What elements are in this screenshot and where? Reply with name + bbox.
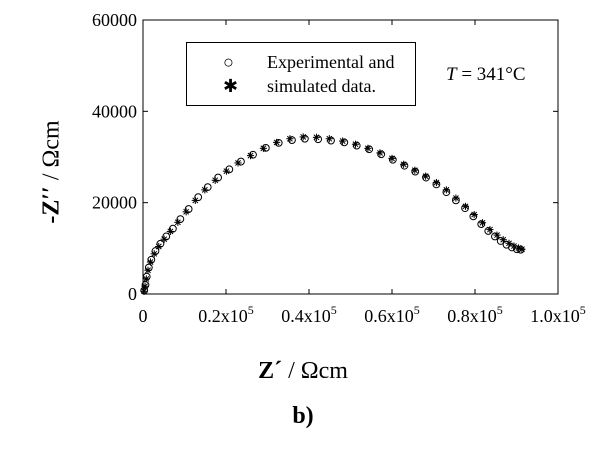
data-point-circle — [377, 150, 386, 159]
legend-label-line1: Experimental and — [267, 52, 395, 72]
data-point-star — [146, 258, 155, 266]
data-point-star — [325, 135, 333, 143]
y-axis-separator: / — [38, 167, 65, 187]
x-tick-label-exponent: 5 — [580, 303, 586, 317]
y-tick-label: 0 — [128, 284, 137, 304]
data-point-circle — [400, 161, 409, 170]
x-tick-label-exponent: 5 — [248, 303, 254, 317]
x-tick-label: 0.6x105 — [364, 303, 420, 326]
y-tick-label: 20000 — [92, 193, 137, 213]
data-point-star — [364, 144, 372, 152]
x-tick-label-base: 0.6x10 — [364, 306, 414, 326]
data-point-star — [160, 235, 168, 243]
data-point-circle — [365, 145, 374, 154]
legend-entry-simulated: ✱ simulated data. — [187, 75, 415, 99]
x-tick-label: 0.4x105 — [281, 303, 337, 326]
x-tick-label: 0.2x105 — [198, 303, 254, 326]
data-point-star — [166, 227, 174, 236]
data-point-circle — [388, 155, 397, 164]
data-point-star — [478, 219, 487, 227]
data-point-star — [150, 250, 158, 258]
data-point-star — [470, 210, 478, 219]
data-point-star — [411, 166, 419, 174]
x-tick-label-base: 0 — [139, 306, 148, 326]
x-tick-label-base: 1.0x10 — [530, 306, 580, 326]
data-point-star — [493, 231, 501, 239]
data-point-star — [201, 186, 209, 194]
x-tick-label-exponent: 5 — [414, 303, 420, 317]
data-point-star — [141, 282, 149, 290]
data-point-star — [142, 275, 150, 283]
x-tick-label: 0.8x105 — [447, 303, 503, 326]
y-axis-symbol: -Z′′ — [38, 186, 65, 224]
data-point-star — [486, 226, 494, 234]
legend: ○ Experimental and ✱ simulated data. — [186, 42, 416, 106]
data-point-star — [299, 133, 307, 141]
data-point-star — [286, 135, 294, 143]
data-point-star — [182, 208, 190, 216]
y-tick-label: 40000 — [92, 101, 137, 121]
data-point-circle — [352, 141, 361, 150]
data-point-star — [505, 239, 513, 247]
data-point-star — [312, 133, 321, 141]
data-point-star — [144, 266, 152, 274]
data-point-star — [400, 160, 408, 168]
data-point-star — [234, 159, 242, 167]
y-tick-label: 60000 — [92, 10, 137, 30]
data-point-star — [499, 236, 507, 244]
data-point-star — [246, 152, 255, 160]
data-point-star — [140, 287, 148, 295]
data-point-star — [259, 144, 267, 152]
data-point-circle — [162, 232, 171, 241]
plot-frame — [142, 19, 559, 295]
x-tick-label-base: 0.2x10 — [198, 306, 248, 326]
data-point-star — [174, 218, 182, 226]
x-axis-title: Z´ / Ωcm — [0, 358, 606, 385]
data-point-star — [452, 194, 460, 202]
x-tick-label: 1.0x105 — [530, 303, 586, 326]
data-point-circle — [184, 205, 193, 213]
data-points — [140, 133, 526, 295]
data-point-star — [461, 202, 470, 210]
data-point-star — [155, 242, 163, 251]
x-tick-label-exponent: 5 — [331, 303, 337, 317]
y-axis-title: -Z′′ / Ωcm — [39, 120, 66, 223]
x-axis-symbol: Z´ — [258, 358, 283, 384]
x-tick-label-exponent: 5 — [497, 303, 503, 317]
x-tick-label-base: 0.8x10 — [447, 306, 497, 326]
star-marker-icon: ✱ — [223, 76, 239, 96]
data-point-star — [442, 186, 450, 194]
temperature-value: = 341°C — [456, 64, 526, 85]
data-point-star — [351, 140, 360, 148]
data-point-circle — [168, 224, 177, 233]
temperature-symbol: T — [446, 64, 457, 85]
legend-entry-experimental: ○ Experimental and — [187, 51, 415, 75]
x-tick-label: 0 — [139, 306, 148, 326]
data-point-star — [211, 176, 219, 184]
legend-label-line2: simulated data. — [267, 76, 376, 96]
x-axis-separator: / — [282, 358, 301, 384]
data-point-star — [273, 138, 281, 146]
y-axis-unit: Ωcm — [38, 120, 65, 168]
data-point-star — [432, 178, 441, 187]
data-point-star — [191, 196, 199, 204]
open-circle-marker-icon: ○ — [223, 52, 234, 72]
axis-tick-labels: 0 0.2x105 0.4x105 0.6x105 0.8x105 1.0x1050200… — [92, 10, 586, 326]
x-axis-unit: Ωcm — [300, 358, 348, 384]
data-point-circle — [156, 239, 165, 248]
temperature-annotation: T = 341°C — [446, 64, 526, 86]
data-point-star — [222, 167, 231, 175]
data-point-star — [422, 172, 430, 180]
data-point-circle — [477, 220, 486, 229]
data-point-star — [339, 137, 347, 145]
data-point-star — [376, 149, 384, 157]
data-point-star — [518, 245, 526, 253]
x-tick-label-base: 0.4x10 — [281, 306, 331, 326]
data-point-star — [388, 154, 396, 162]
panel-label: b) — [292, 403, 314, 429]
data-point-circle — [469, 212, 478, 221]
